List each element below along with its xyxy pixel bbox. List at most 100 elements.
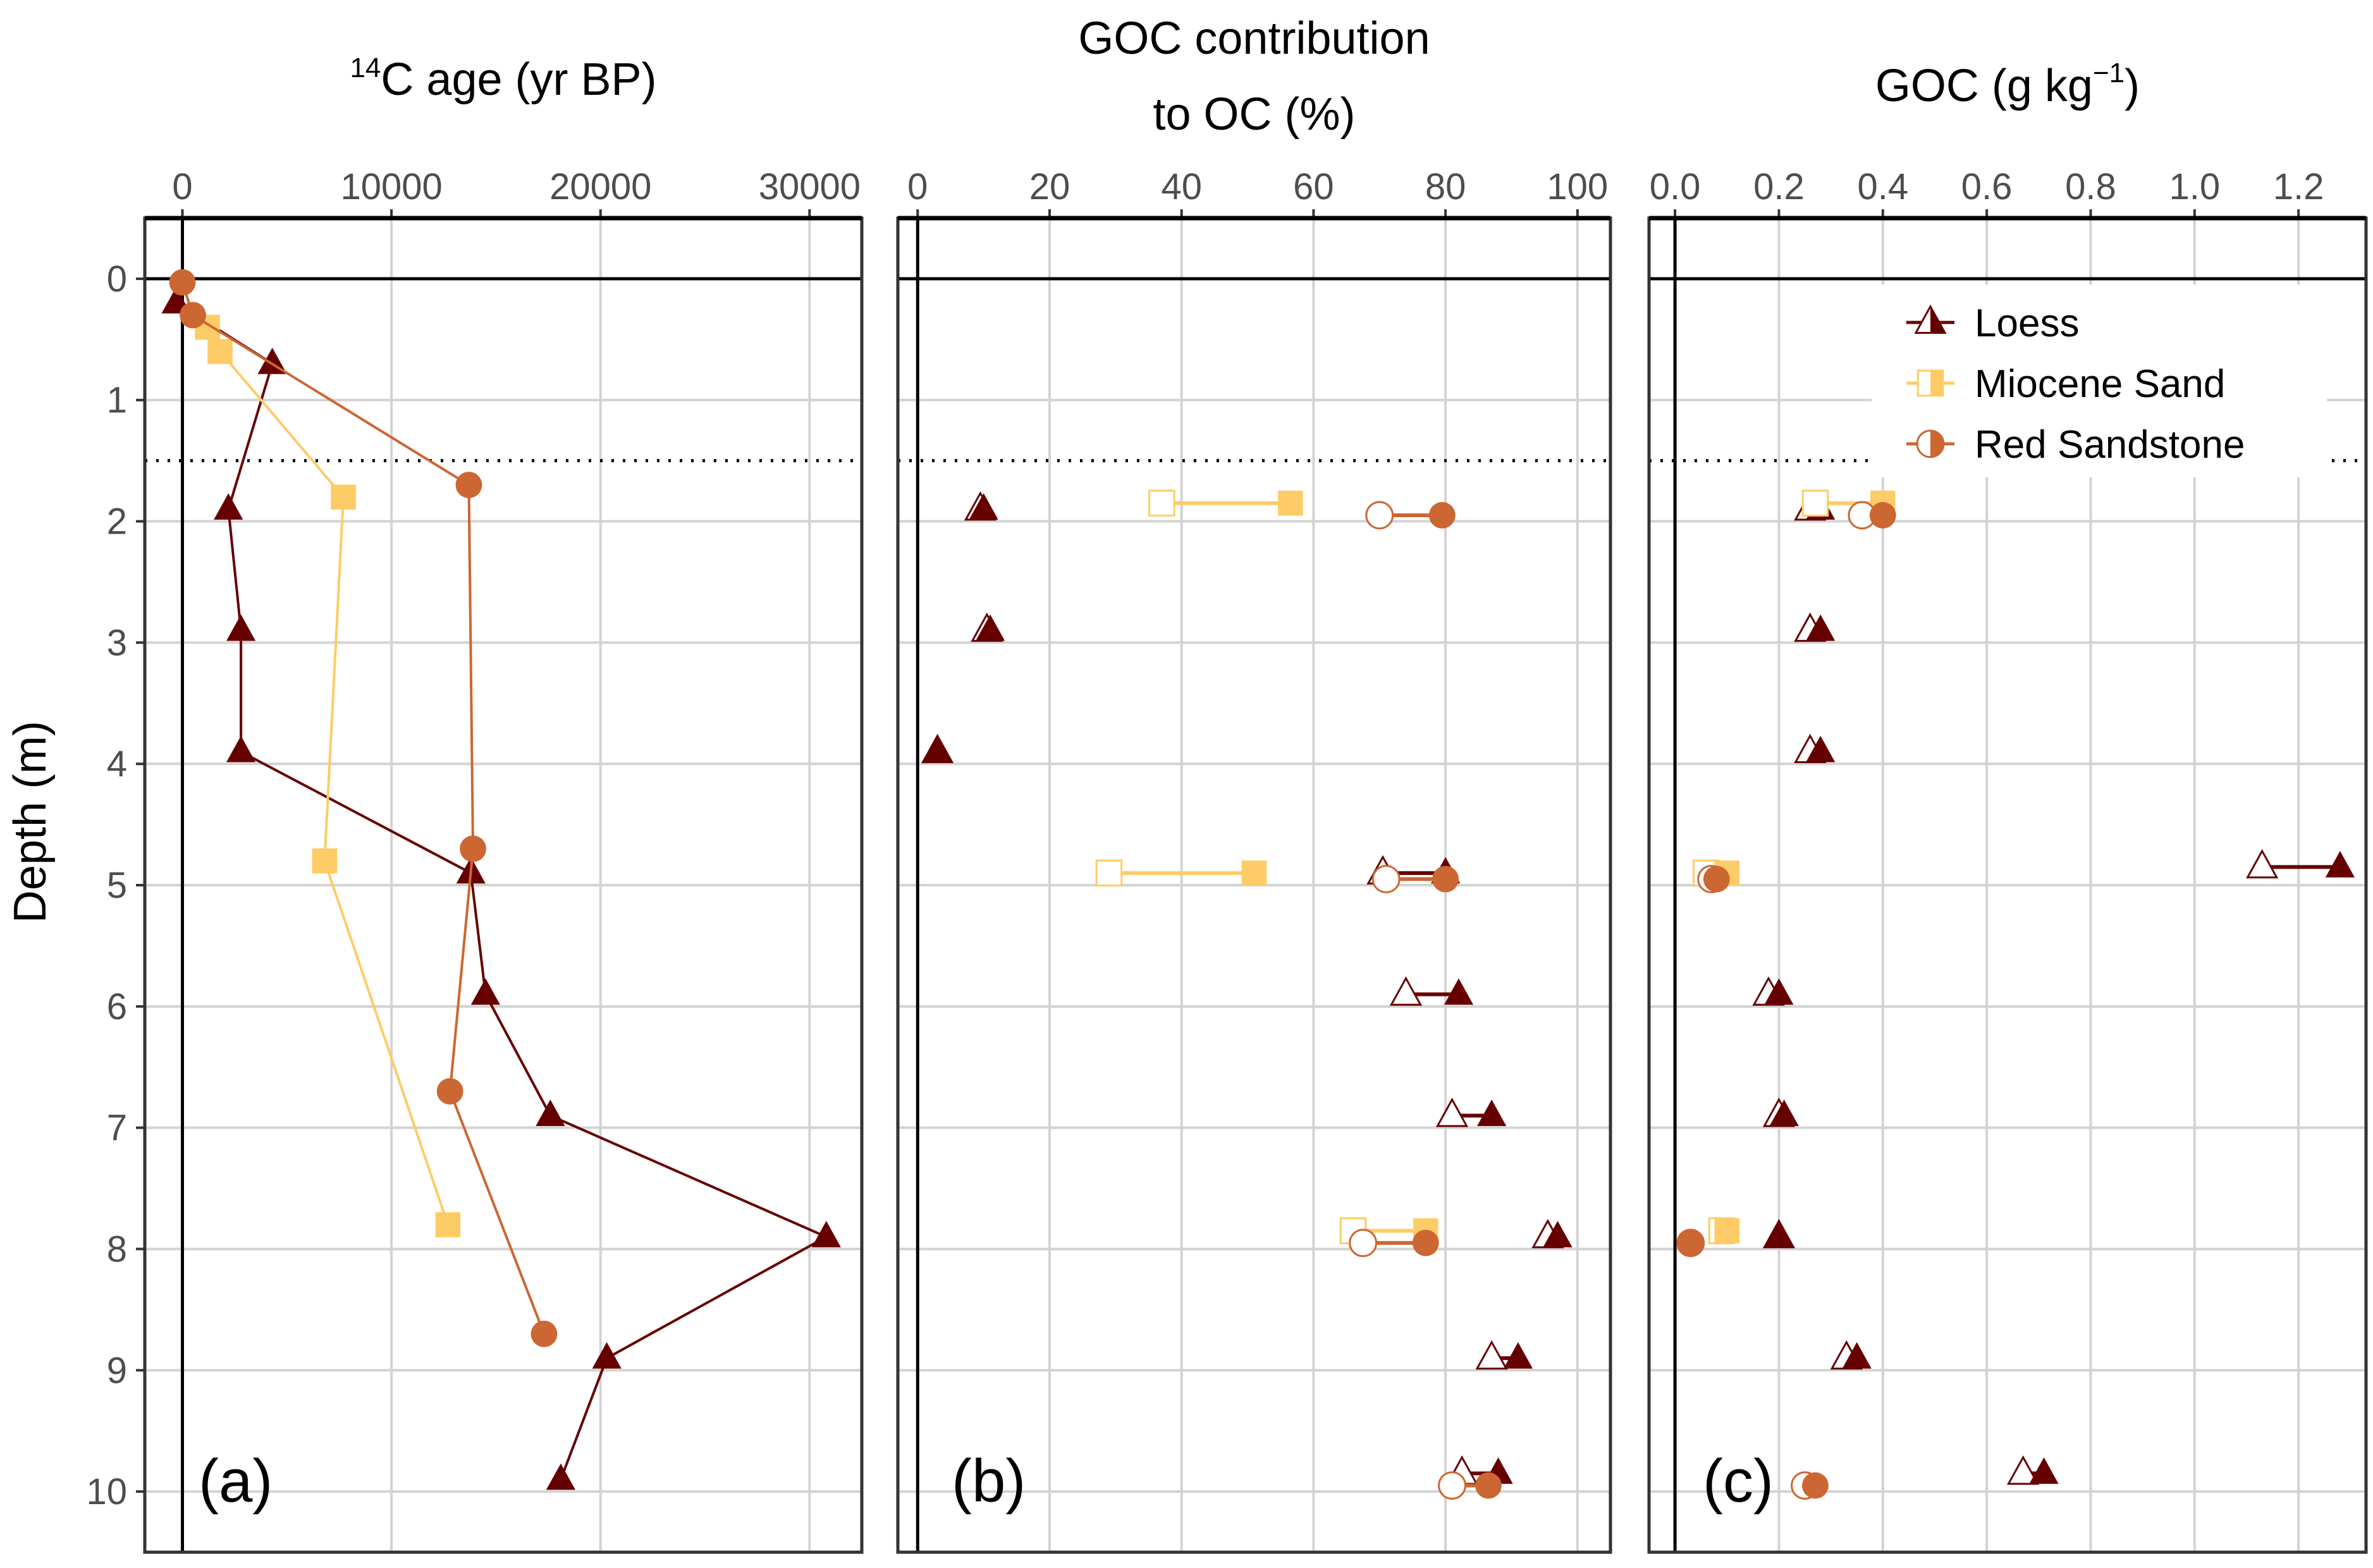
data-point: [470, 978, 500, 1005]
title-superscript: −1: [2093, 58, 2125, 89]
title-text: C age (yr BP): [381, 54, 656, 105]
data-point-max: [1764, 1220, 1794, 1247]
y-axis-label: Depth (m): [5, 721, 56, 923]
legend-key-filled: [1930, 371, 1943, 396]
data-point: [435, 1212, 461, 1237]
data-point-min: [1371, 865, 1401, 893]
data-point: [460, 835, 486, 862]
tick-label-x: 40: [1161, 166, 1202, 207]
tick-label-y: 4: [107, 744, 127, 785]
data-point-max: [1477, 1099, 1507, 1126]
tick-label-x: 10000: [340, 166, 442, 207]
tick-label-y: 9: [107, 1350, 127, 1391]
tick-label-x: 0.8: [2065, 166, 2116, 207]
data-point-min: [1148, 489, 1175, 517]
tick-label-x: 0.4: [1857, 166, 1908, 207]
tick-label-x: 0: [907, 166, 928, 207]
data-point: [226, 735, 256, 763]
panel-label: (a): [199, 1447, 273, 1515]
tick-label-y: 1: [107, 380, 127, 421]
data-point-min: [1365, 501, 1394, 530]
data-point-max: [1677, 1229, 1704, 1256]
tick-label-x: 0.0: [1650, 166, 1701, 207]
data-point-max: [2029, 1457, 2059, 1484]
data-point-max: [923, 735, 952, 763]
data-point-max: [1806, 614, 1836, 641]
legend-key-filled-triangle-icon: [1930, 306, 1946, 333]
data-point: [455, 472, 482, 498]
data-point: [436, 1078, 463, 1105]
tick-label-x: 0.2: [1753, 166, 1805, 207]
data-point-min: [1475, 1340, 1508, 1370]
tick-label-y: 6: [107, 986, 127, 1027]
data-point: [207, 339, 233, 364]
data-point-max: [1444, 978, 1474, 1005]
tick-label-y: 8: [107, 1228, 127, 1270]
data-point-min: [1801, 489, 1829, 517]
panel-b: 0 20 40 60 80 100 GOC contribution to OC (%) (b): [896, 13, 1612, 1554]
data-point-max: [1802, 1472, 1829, 1499]
data-point: [312, 848, 338, 874]
series-red-sandstone: [1349, 501, 1502, 1500]
panel-c: 0.0 0.2 0.4 0.6 0.8 1.0 1.2 GOC (g kg−1) (c) Loes…: [1647, 58, 2368, 1554]
data-point: [592, 1342, 622, 1369]
data-point-max: [1806, 735, 1836, 763]
data-point-max: [1412, 1229, 1439, 1256]
data-point-max: [1842, 1342, 1872, 1369]
tick-label-x: 100: [1547, 166, 1608, 207]
legend-key-filled: [1930, 306, 1946, 333]
data-point: [214, 493, 243, 520]
tick-label-y: 3: [107, 622, 127, 663]
tick-label-x: 80: [1425, 166, 1466, 207]
data-point: [546, 1463, 576, 1490]
data-point-max: [1503, 1342, 1533, 1369]
panel-title: 14C age (yr BP): [350, 52, 656, 105]
data-point-min: [1095, 859, 1123, 887]
data-point-max: [1241, 861, 1267, 886]
series-red-sandstone: [169, 269, 558, 1347]
data-point-max: [975, 614, 1005, 641]
data-point-max: [1278, 490, 1303, 516]
series-miocene-sand: [1693, 489, 1896, 1244]
data-point-max: [2325, 850, 2355, 878]
tick-label-x: 0.6: [1961, 166, 2013, 207]
legend-key-filled: [1930, 431, 1944, 457]
legend-label: Miocene Sand: [1975, 362, 2225, 406]
tick-label-y: 7: [107, 1108, 127, 1149]
title-text: GOC (g kg: [1875, 61, 2093, 111]
tick-label-x: 20: [1029, 166, 1070, 207]
data-point-min: [2246, 848, 2279, 879]
tick-label-y: 0: [107, 259, 127, 300]
data-point: [180, 302, 206, 329]
data-point: [530, 1320, 558, 1347]
tick-label-x: 0: [172, 166, 192, 207]
data-point: [169, 269, 196, 296]
data-point-min: [1349, 1228, 1378, 1258]
data-point: [226, 614, 256, 641]
series-line: [175, 302, 830, 1480]
data-point: [331, 484, 356, 510]
data-point-min: [2007, 1455, 2040, 1485]
legend-label: Loess: [1975, 302, 2079, 345]
series-loess: [161, 286, 841, 1490]
data-point-min: [1389, 976, 1423, 1006]
data-point-max: [1769, 1099, 1799, 1126]
data-point-max: [1764, 978, 1794, 1005]
data-point-max: [1432, 866, 1459, 893]
tick-label-x: 60: [1293, 166, 1334, 207]
tick-label-x: 30000: [759, 166, 861, 207]
data-point-max: [1869, 502, 1896, 529]
data-point-max: [1475, 1472, 1502, 1499]
panel-label: (c): [1703, 1447, 1774, 1515]
panel-title: GOC (g kg−1): [1875, 58, 2140, 111]
legend-label: Red Sandstone: [1975, 423, 2245, 467]
data-point-max: [1714, 1218, 1740, 1244]
tick-label-y: 10: [86, 1471, 127, 1512]
legend-key-filled-square-icon: [1930, 371, 1943, 396]
tick-label-x: 1.0: [2169, 166, 2221, 207]
panel-a: 0 10000 20000 30000 0 1 2 3 4 5 6 7 8 9 10 14C age (yr …: [86, 52, 864, 1554]
series-red-sandstone: [1676, 501, 1896, 1500]
title-end: ): [2125, 61, 2140, 111]
tick-label-y: 2: [107, 501, 127, 542]
